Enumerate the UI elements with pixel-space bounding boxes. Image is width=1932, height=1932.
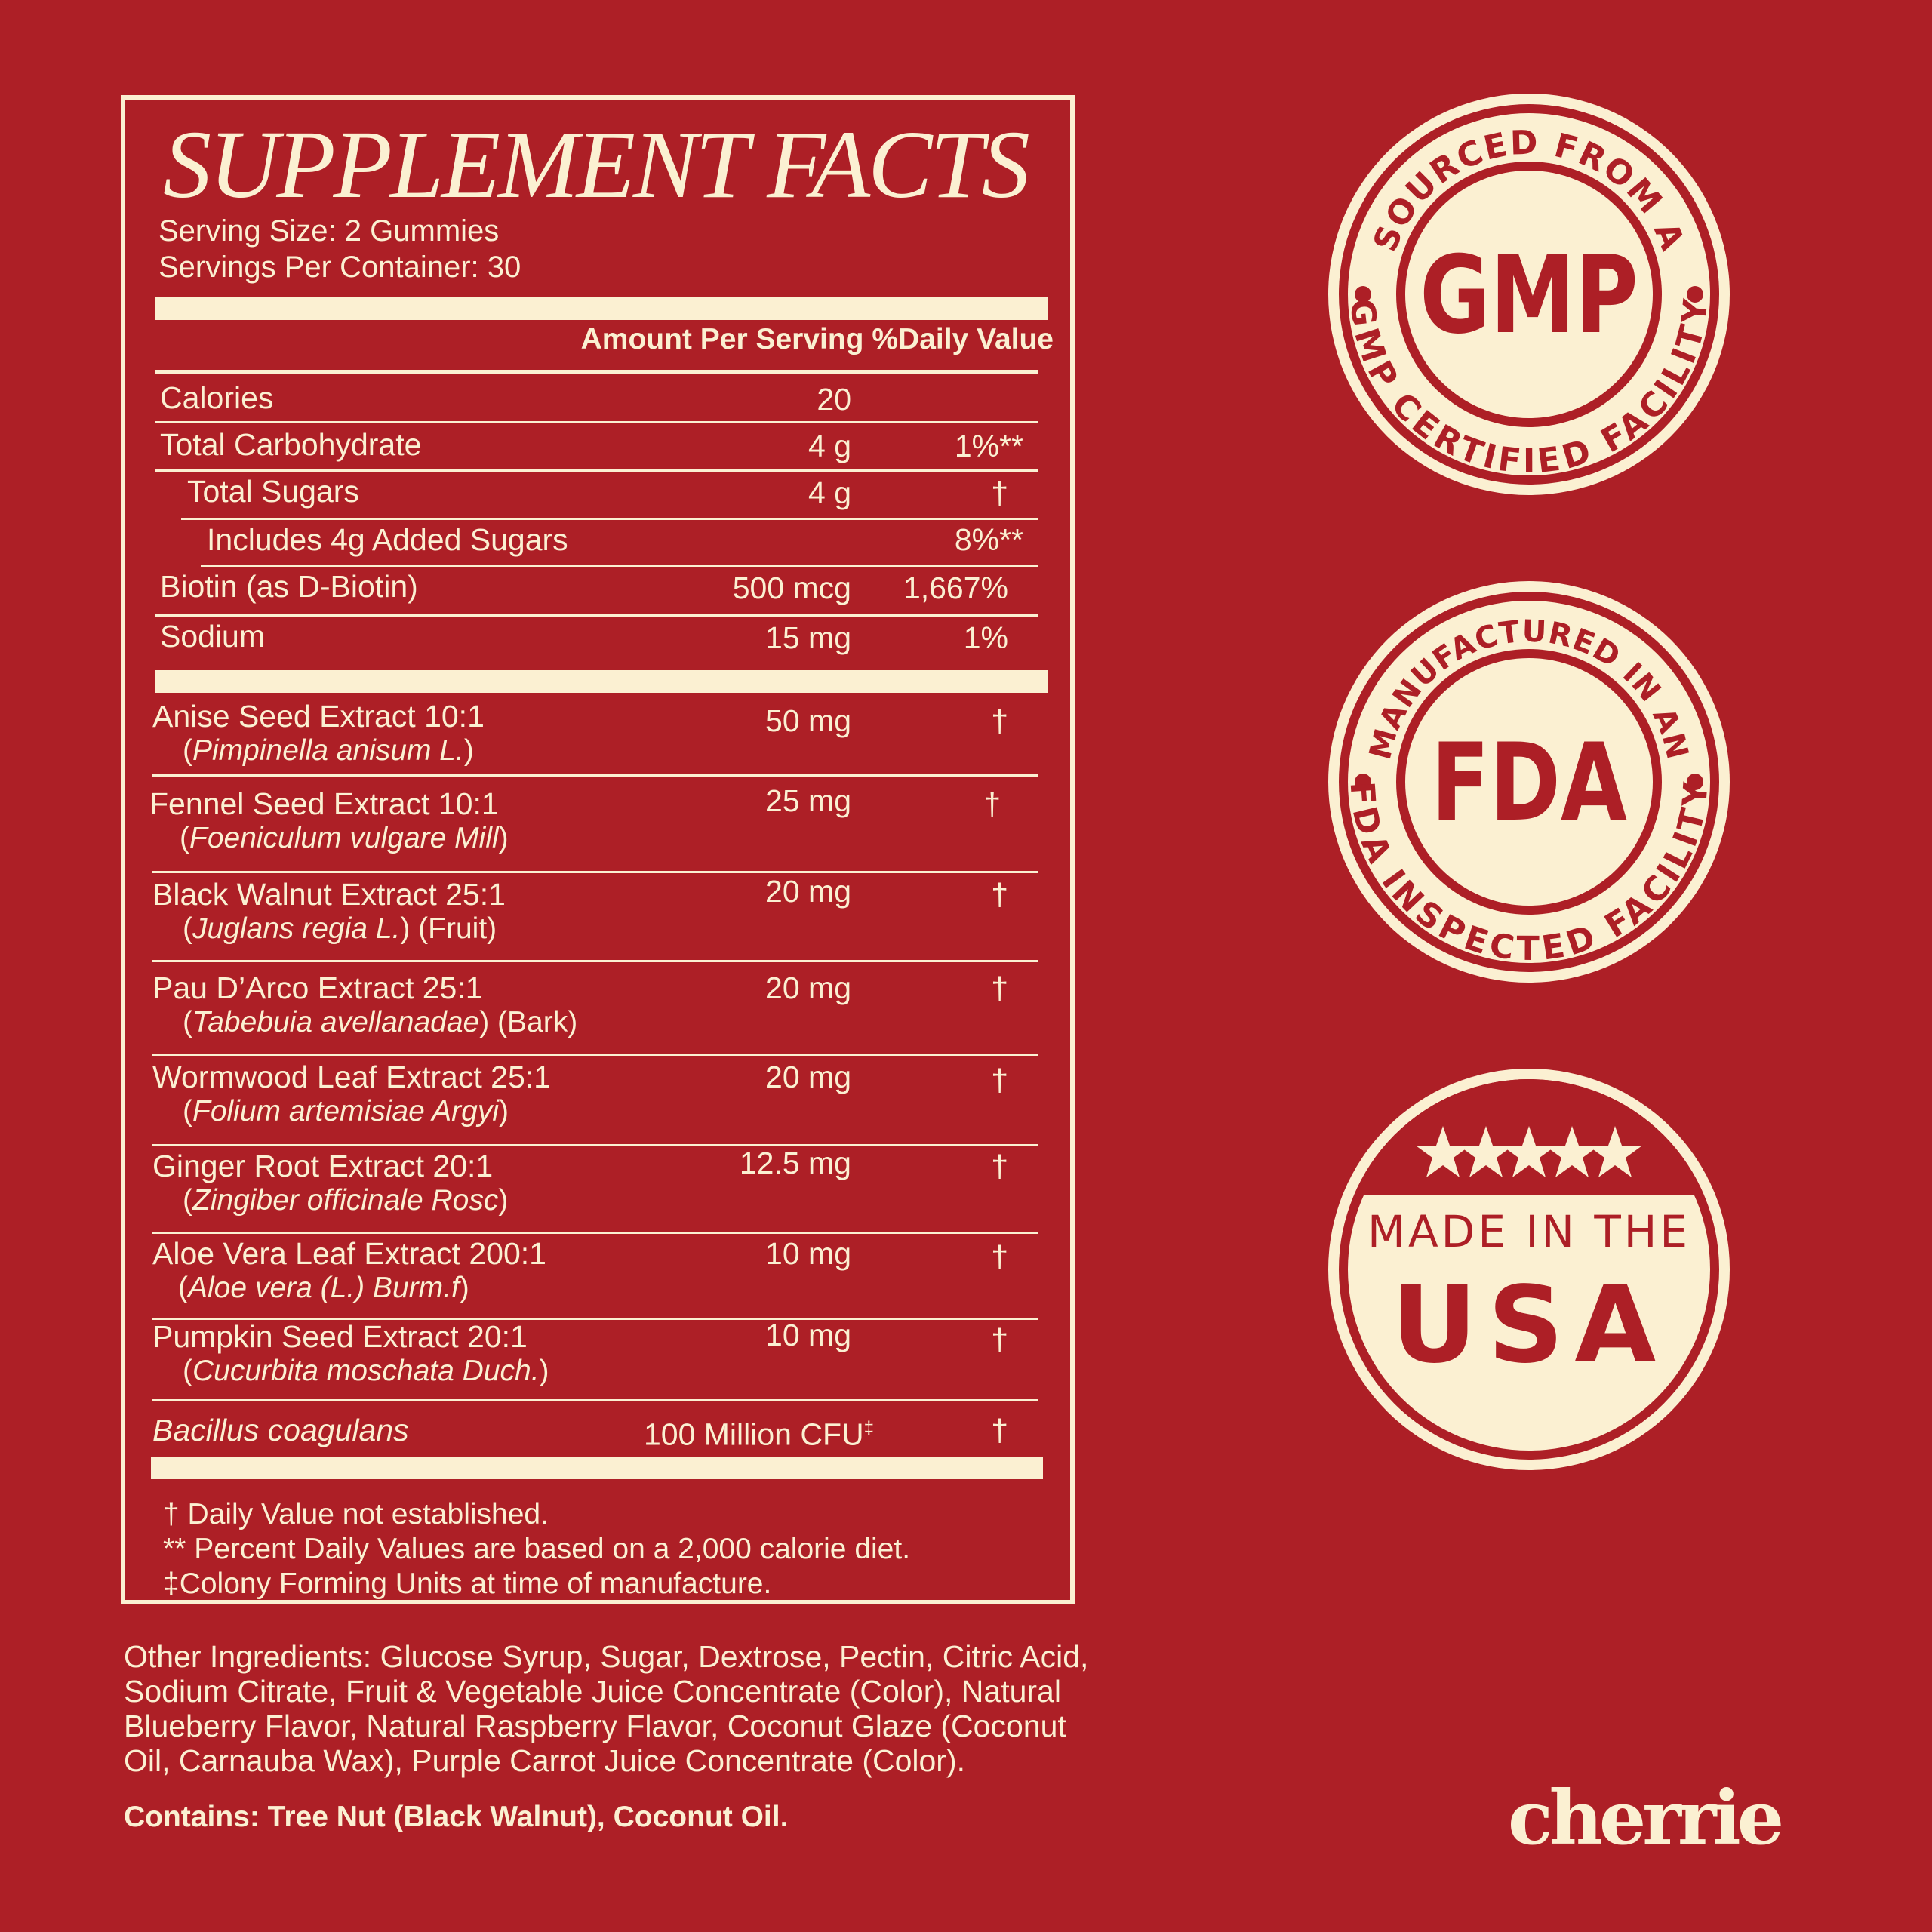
divider-rule [152, 871, 1038, 873]
probiotic-name: Bacillus coagulans [152, 1413, 409, 1447]
extract-amount: 20 mg [765, 971, 851, 1005]
probiotic-dv: † [991, 1413, 1008, 1447]
divider-rule [155, 469, 1038, 472]
nutrient-amount: 15 mg [765, 620, 851, 655]
serving-size: Serving Size: 2 Gummies [158, 214, 500, 248]
probiotic-amount: 100 Million CFU‡ [643, 1417, 874, 1452]
nutrient-name: Biotin (as D-Biotin) [160, 569, 418, 604]
header-dv: %Daily Value [872, 323, 1054, 355]
allergen-statement: Contains: Tree Nut (Black Walnut), Cocon… [124, 1801, 789, 1833]
extract-amount: 25 mg [765, 783, 851, 818]
nutrient-name: Total Sugars [187, 474, 359, 509]
nutrient-dv: † [991, 475, 1008, 510]
divider-rule [152, 1054, 1038, 1056]
star-icon [1459, 1126, 1513, 1177]
nutrient-dv: 8%** [954, 522, 1023, 557]
divider-rule [152, 774, 1038, 777]
extract-name: Pau D’Arco Extract 25:1 [152, 971, 483, 1005]
nutrient-dv: 1%** [954, 429, 1023, 463]
nutrient-name: Includes 4g Added Sugars [207, 522, 568, 557]
extract-amount: 50 mg [765, 703, 851, 738]
extract-latin-name: (Folium artemisiae Argyi) [183, 1095, 509, 1128]
extract-dv: † [991, 703, 1008, 738]
usa-badge: MADE IN THE USA [1328, 1069, 1730, 1470]
footnote: † Daily Value not established. [163, 1498, 549, 1531]
extract-name: Aloe Vera Leaf Extract 200:1 [152, 1236, 546, 1271]
extract-name: Wormwood Leaf Extract 25:1 [152, 1060, 551, 1094]
star-icons [1416, 1126, 1642, 1177]
divider-rule [155, 421, 1038, 423]
nutrient-amount: 20 [817, 382, 851, 417]
usa-line2: USA [1392, 1264, 1667, 1387]
extract-name: Pumpkin Seed Extract 20:1 [152, 1319, 528, 1354]
extract-latin-name: (Cucurbita moschata Duch.) [183, 1355, 549, 1387]
nutrient-dv: 1,667% [903, 571, 1008, 605]
extract-latin-name: (Aloe vera (L.) Burm.f) [178, 1272, 469, 1304]
divider-rule [152, 1232, 1038, 1234]
extract-dv: † [991, 1149, 1008, 1183]
star-icon [1502, 1126, 1556, 1177]
usa-line1: MADE IN THE [1367, 1206, 1690, 1257]
nutrient-amount: 4 g [808, 475, 851, 510]
divider-rule [152, 960, 1038, 962]
divider-rule [155, 370, 1038, 374]
divider-rule [152, 1399, 1038, 1401]
star-icon [1588, 1126, 1642, 1177]
divider-bar [151, 1457, 1043, 1479]
column-header: Amount Per Serving %Daily Value [581, 323, 1054, 356]
divider-rule [201, 565, 1038, 567]
nutrient-dv: 1% [963, 620, 1008, 655]
extract-amount: 20 mg [765, 1060, 851, 1094]
extract-amount: 12.5 mg [739, 1146, 851, 1180]
extract-amount: 10 mg [765, 1318, 851, 1352]
nutrient-name: Sodium [160, 619, 266, 654]
extract-name: Ginger Root Extract 20:1 [152, 1149, 494, 1183]
supplement-facts-panel: SUPPLEMENT FACTS Serving Size: 2 Gummies… [121, 95, 1075, 1604]
extract-latin-name: (Juglans regia L.) (Fruit) [183, 912, 497, 945]
fda-badge: MANUFACTURED IN AN FDA INSPECTED FACILIT… [1328, 581, 1730, 983]
extract-latin-name: (Tabebuia avellanadae) (Bark) [183, 1006, 578, 1038]
divider-rule [155, 614, 1038, 617]
facts-title: SUPPLEMENT FACTS [163, 111, 1030, 218]
extract-dv: † [991, 1322, 1008, 1357]
extract-name: Black Walnut Extract 25:1 [152, 877, 506, 912]
extract-amount: 10 mg [765, 1236, 851, 1271]
footnote: ‡Colony Forming Units at time of manufac… [163, 1567, 772, 1600]
extract-name: Anise Seed Extract 10:1 [152, 699, 485, 734]
nutrient-name: Calories [160, 380, 274, 415]
footnote: ** Percent Daily Values are based on a 2… [163, 1533, 911, 1565]
extract-name: Fennel Seed Extract 10:1 [149, 786, 499, 821]
extract-dv: † [991, 971, 1008, 1005]
brand-logo: cherrie [1508, 1775, 1784, 1862]
extract-dv: † [991, 877, 1008, 912]
extract-latin-name: (Foeniculum vulgare Mill) [180, 822, 509, 854]
extract-amount: 20 mg [765, 874, 851, 909]
divider-rule [181, 518, 1038, 520]
gmp-center-text: GMP [1420, 234, 1638, 358]
extract-dv: † [983, 786, 1001, 821]
extract-dv: † [991, 1063, 1008, 1097]
star-icon [1545, 1126, 1599, 1177]
servings-per-container: Servings Per Container: 30 [158, 251, 521, 284]
star-icon [1416, 1126, 1470, 1177]
divider-bar [155, 297, 1048, 320]
nutrient-amount: 4 g [808, 429, 851, 463]
nutrient-name: Total Carbohydrate [160, 427, 422, 462]
fda-center-text: FDA [1431, 721, 1627, 846]
gmp-badge: SOURCED FROM A GMP CERTIFIED FACILITY GM… [1328, 94, 1730, 495]
extract-latin-name: (Pimpinella anisum L.) [183, 734, 474, 767]
divider-bar [155, 670, 1048, 693]
other-ingredients: Other Ingredients: Glucose Syrup, Sugar,… [124, 1639, 1089, 1778]
extract-dv: † [991, 1239, 1008, 1274]
extract-latin-name: (Zingiber officinale Rosc) [183, 1184, 509, 1217]
divider-rule [152, 1144, 1038, 1146]
divider-rule [152, 1318, 1038, 1320]
header-amount: Amount Per Serving [580, 323, 864, 355]
nutrient-amount: 500 mcg [732, 571, 851, 605]
